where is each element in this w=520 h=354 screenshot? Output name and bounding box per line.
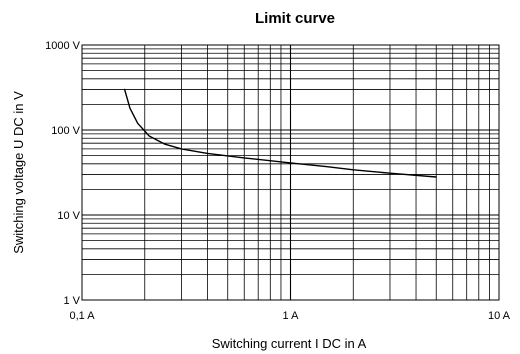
- y-tick-label: 10 V: [57, 210, 80, 222]
- x-axis-label: Switching current I DC in A: [212, 336, 367, 351]
- series: [123, 88, 437, 178]
- x-tick-label: 1 A: [283, 310, 300, 322]
- x-tick-label: 10 A: [488, 310, 511, 322]
- y-axis-label: Switching voltage U DC in V: [11, 91, 26, 254]
- tick-labels: 0,1 A 1 A 10 A 1 V 10 V 100 V 1000 V: [45, 40, 511, 322]
- grid: [82, 45, 499, 300]
- y-tick-label: 1 V: [63, 295, 80, 307]
- plot-frame: [81, 44, 500, 301]
- limit-curve-line: [123, 88, 437, 178]
- x-tick-label: 0,1 A: [69, 310, 95, 322]
- y-tick-label: 100 V: [51, 125, 80, 137]
- y-tick-label: 1000 V: [45, 40, 81, 52]
- chart-title: Limit curve: [255, 10, 335, 27]
